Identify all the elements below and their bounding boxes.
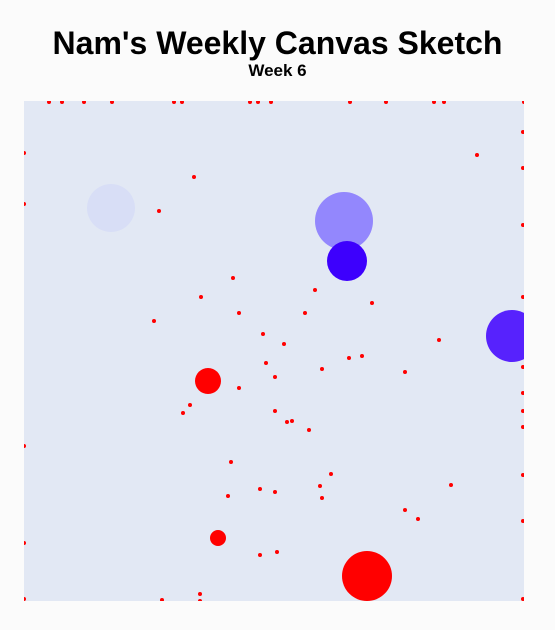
page-subtitle: Week 6 bbox=[248, 61, 307, 80]
red-dot bbox=[275, 550, 279, 554]
red-dot bbox=[24, 541, 26, 545]
red-dot bbox=[237, 386, 241, 390]
red-circle-small bbox=[210, 530, 226, 546]
red-dot bbox=[273, 490, 277, 494]
red-dot bbox=[188, 403, 192, 407]
red-dot bbox=[475, 153, 479, 157]
red-dot bbox=[403, 508, 407, 512]
sketch-canvas bbox=[24, 101, 524, 601]
red-dot bbox=[442, 101, 446, 104]
red-dot bbox=[521, 365, 524, 369]
red-dot bbox=[307, 428, 311, 432]
red-dot bbox=[24, 597, 26, 601]
red-dot bbox=[24, 151, 26, 155]
red-dot bbox=[521, 425, 524, 429]
red-dot bbox=[264, 361, 268, 365]
red-dot bbox=[522, 101, 524, 104]
red-dot bbox=[60, 101, 64, 104]
red-dot bbox=[237, 311, 241, 315]
red-dot bbox=[256, 101, 260, 104]
red-dot bbox=[47, 101, 51, 104]
red-dot bbox=[24, 444, 26, 448]
red-dot bbox=[198, 592, 202, 596]
lavender-circle bbox=[87, 184, 135, 232]
red-dot bbox=[82, 101, 86, 104]
blue-circle bbox=[327, 241, 367, 281]
red-dot bbox=[229, 460, 233, 464]
red-dot bbox=[285, 420, 289, 424]
red-dot bbox=[521, 409, 524, 413]
red-dot bbox=[273, 375, 277, 379]
red-dot bbox=[181, 411, 185, 415]
red-dot bbox=[192, 175, 196, 179]
red-dot bbox=[521, 391, 524, 395]
red-dot bbox=[303, 311, 307, 315]
sketch-canvas-container bbox=[24, 101, 524, 601]
red-dot bbox=[370, 301, 374, 305]
red-dot bbox=[521, 473, 524, 477]
red-dot bbox=[157, 209, 161, 213]
red-dot bbox=[273, 409, 277, 413]
red-dot bbox=[348, 101, 352, 104]
red-dot bbox=[282, 342, 286, 346]
page-title: Nam's Weekly Canvas Sketch bbox=[52, 25, 503, 62]
red-dot bbox=[320, 496, 324, 500]
red-dot bbox=[269, 101, 273, 104]
red-circle-medium bbox=[195, 368, 221, 394]
red-dot bbox=[320, 367, 324, 371]
red-dot bbox=[180, 101, 184, 104]
violet-circle bbox=[486, 310, 524, 362]
red-dot bbox=[437, 338, 441, 342]
red-dot bbox=[449, 483, 453, 487]
periwinkle-circle bbox=[315, 192, 373, 250]
red-dot bbox=[313, 288, 317, 292]
red-dot bbox=[24, 202, 26, 206]
red-dot bbox=[521, 519, 524, 523]
red-dot bbox=[521, 130, 524, 134]
red-dot bbox=[521, 223, 524, 227]
red-dot bbox=[290, 419, 294, 423]
red-dot bbox=[318, 484, 322, 488]
red-dot bbox=[403, 370, 407, 374]
red-dot bbox=[231, 276, 235, 280]
red-dot bbox=[347, 356, 351, 360]
red-dot bbox=[261, 332, 265, 336]
red-dot bbox=[152, 319, 156, 323]
red-dot bbox=[226, 494, 230, 498]
red-dot bbox=[416, 517, 420, 521]
red-dot bbox=[110, 101, 114, 104]
red-dot bbox=[521, 166, 524, 170]
red-dot bbox=[432, 101, 436, 104]
red-dot bbox=[384, 101, 388, 104]
red-dots-layer bbox=[24, 101, 524, 601]
red-dot bbox=[258, 553, 262, 557]
red-dot bbox=[172, 101, 176, 104]
red-circle-large bbox=[342, 551, 392, 601]
red-dot bbox=[160, 598, 164, 601]
red-dot bbox=[521, 597, 524, 601]
red-dot bbox=[360, 354, 364, 358]
red-dot bbox=[198, 599, 202, 601]
red-dot bbox=[521, 295, 524, 299]
red-dot bbox=[258, 487, 262, 491]
red-dot bbox=[248, 101, 252, 104]
red-dot bbox=[329, 472, 333, 476]
red-dot bbox=[199, 295, 203, 299]
